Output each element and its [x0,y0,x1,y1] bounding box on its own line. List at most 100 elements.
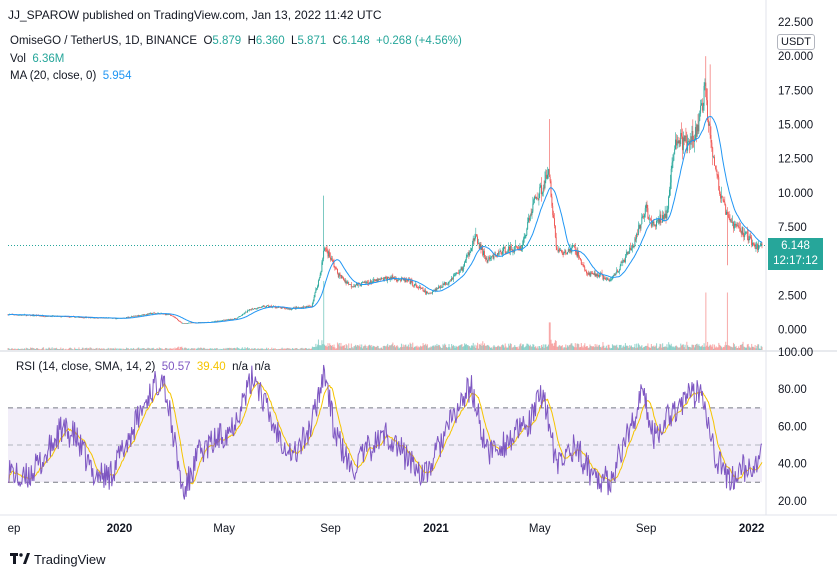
volume-bar [273,348,275,350]
volume-bar [661,347,663,350]
candle-body [701,103,703,111]
candle-body [567,249,569,253]
volume-bar [261,348,263,350]
volume-bar [374,347,377,350]
candle-body [445,282,446,285]
candle-body [481,247,483,250]
volume-bar [466,345,468,350]
volume-bar [405,344,407,350]
price-tick-label: 10.000 [778,188,813,200]
volume-bar [250,349,252,350]
volume-bar [155,349,157,350]
close-label: C [332,35,341,47]
volume-bar [286,347,288,350]
candle-body [573,245,575,247]
volume-bar [584,343,586,350]
volume-bar [82,347,84,350]
volume-bar [656,348,658,350]
volume-bar [74,347,76,350]
bar-countdown: 12:17:12 [773,255,818,267]
candle-body [302,307,304,309]
volume-bar [547,346,549,350]
volume-bar [457,346,459,350]
volume-bar [553,342,556,350]
volume-bar [137,347,139,350]
volume-bar [55,348,57,350]
volume-bar [713,348,715,350]
candle-body [540,185,542,188]
volume-bar [185,347,187,350]
candle-body [94,317,95,319]
volume-bar [505,346,507,350]
candle-body [381,278,383,279]
volume-bar [193,348,195,350]
volume-bar [80,349,82,350]
volume-bar [256,348,258,350]
price-tick-label: 2.500 [778,290,807,302]
volume-bar [7,348,9,350]
candle-body [454,275,456,276]
volume-bar [649,347,651,350]
candle-body [186,323,188,324]
volume-bar [416,345,418,350]
volume-bar [492,346,494,350]
candle-body [240,315,242,317]
currency-button[interactable]: USDT [777,34,815,50]
candle-body [685,135,687,137]
volume-bar [464,343,466,350]
candle-body [318,278,320,281]
tradingview-wordmark: TradingView [34,552,106,567]
volume-bar [388,345,390,350]
volume-bar [83,349,85,350]
volume-bar [132,348,134,350]
candle-body [183,323,184,324]
candle-body [574,246,576,251]
volume-bar [326,346,328,350]
candle-body [116,318,118,319]
candle-body [702,105,704,111]
volume-bar [703,343,705,350]
volume-bar [635,347,637,350]
candle-body [665,213,667,219]
volume-bar [65,348,67,350]
candle-body [736,225,738,227]
volume-bar [266,347,268,350]
volume-bar [23,349,25,350]
volume-bar [754,345,756,350]
volume-bar [495,347,497,350]
volume-bar [719,345,722,350]
volume-bar [743,346,745,350]
candle-body [526,229,528,236]
candle-body [401,277,403,279]
volume-bar [51,347,53,350]
candle-body [614,274,616,276]
volume-bar [174,347,176,350]
candle-body [618,271,619,273]
candle-body [621,262,623,263]
candle-body [729,218,731,221]
candle-body [709,123,711,136]
candle-body [343,277,344,280]
volume-bar [748,346,750,350]
candle-body [444,282,446,285]
volume-bar [524,346,526,350]
volume-bar [560,346,562,350]
candle-body [251,308,253,310]
volume-bar [194,348,196,350]
volume-bar [114,347,116,350]
volume-bar [229,348,231,350]
volume-bar [419,345,422,350]
volume-bar [169,348,171,350]
tradingview-brand[interactable]: TradingView [10,552,106,568]
volume-bar [149,348,151,350]
publisher-info: JJ_SPAROW published on TradingView.com, … [8,8,382,22]
candle-body [163,313,165,315]
volume-bar [304,348,306,350]
candle-body [398,279,400,281]
candle-body [669,189,670,197]
volume-bar [625,345,627,350]
volume-bar [390,345,392,350]
candle-body [617,270,619,272]
candle-body [19,314,21,316]
volume-bar [145,348,147,350]
